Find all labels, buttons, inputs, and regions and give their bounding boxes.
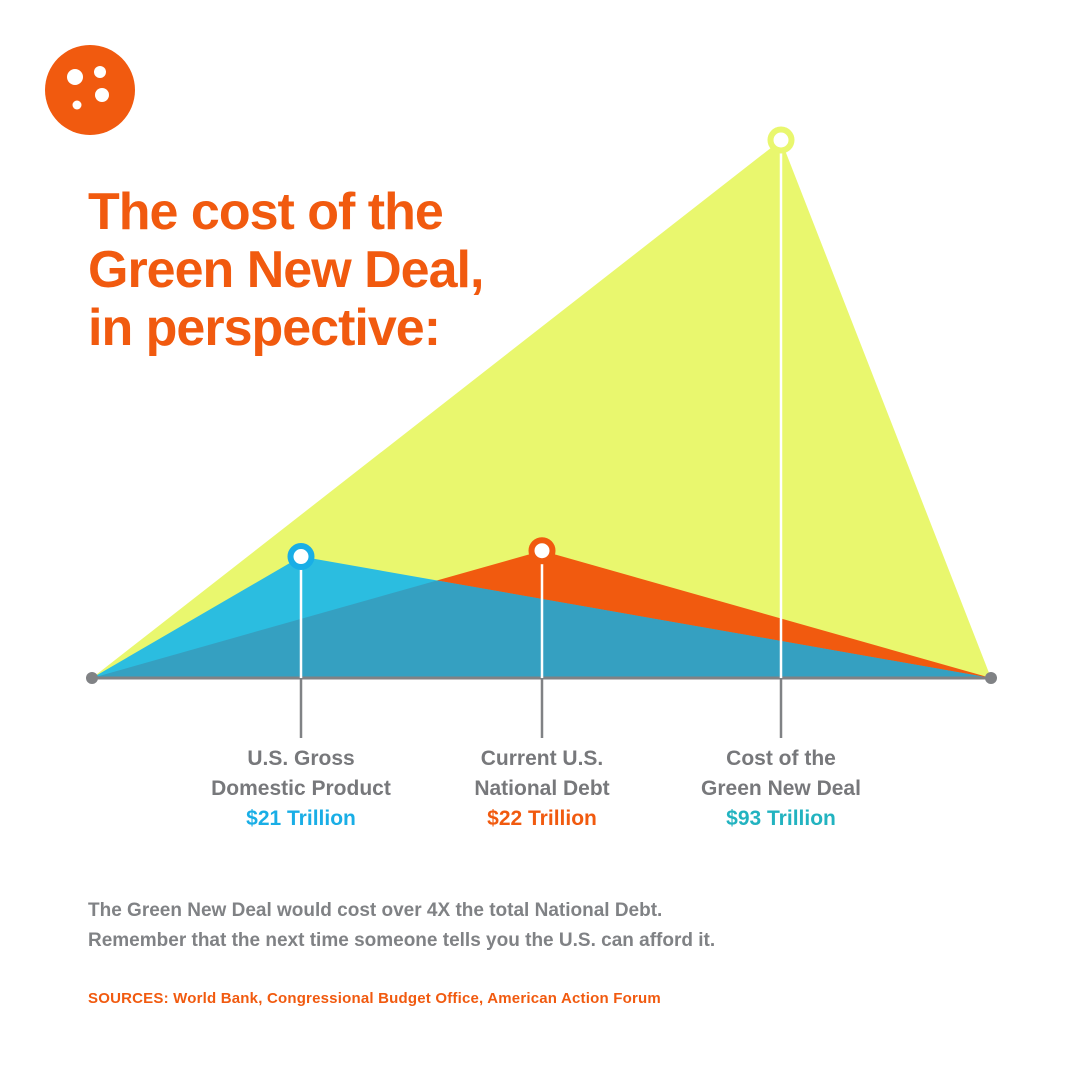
note-line: The Green New Deal would cost over 4X th… (88, 900, 663, 921)
gnd-area (92, 140, 991, 678)
debt-value: $22 Trillion (487, 807, 597, 830)
gdp-value: $21 Trillion (246, 807, 356, 830)
title-line: in perspective: (88, 299, 441, 357)
gnd-label-line: Green New Deal (701, 777, 861, 800)
title-line: Green New Deal, (88, 241, 484, 299)
gdp-label-line: Domestic Product (211, 777, 391, 800)
debt-peak-marker (528, 537, 556, 565)
gdp-label-line: U.S. Gross (247, 747, 355, 770)
gdp-peak-marker (287, 543, 315, 571)
gnd-peak-marker (767, 126, 795, 154)
gnd-label: Cost of the Green New Deal $93 Trillion (651, 744, 911, 834)
gnd-value: $93 Trillion (726, 807, 836, 830)
sources-line: SOURCES: World Bank, Congressional Budge… (88, 990, 661, 1007)
gdp-label: U.S. Gross Domestic Product $21 Trillion (171, 744, 431, 834)
baseline-end-dot (985, 672, 997, 684)
conclusion-note: The Green New Deal would cost over 4X th… (88, 896, 1038, 956)
debt-label-line: Current U.S. (480, 747, 604, 770)
title-line: The cost of the (88, 183, 444, 241)
page-title: The cost of the Green New Deal, in persp… (88, 183, 484, 357)
note-line: Remember that the next time someone tell… (88, 930, 716, 951)
baseline-start-dot (86, 672, 98, 684)
debt-label: Current U.S. National Debt $22 Trillion (412, 744, 672, 834)
gnd-label-line: Cost of the (726, 747, 836, 770)
debt-label-line: National Debt (474, 777, 610, 800)
dots-logo-icon (45, 45, 135, 135)
